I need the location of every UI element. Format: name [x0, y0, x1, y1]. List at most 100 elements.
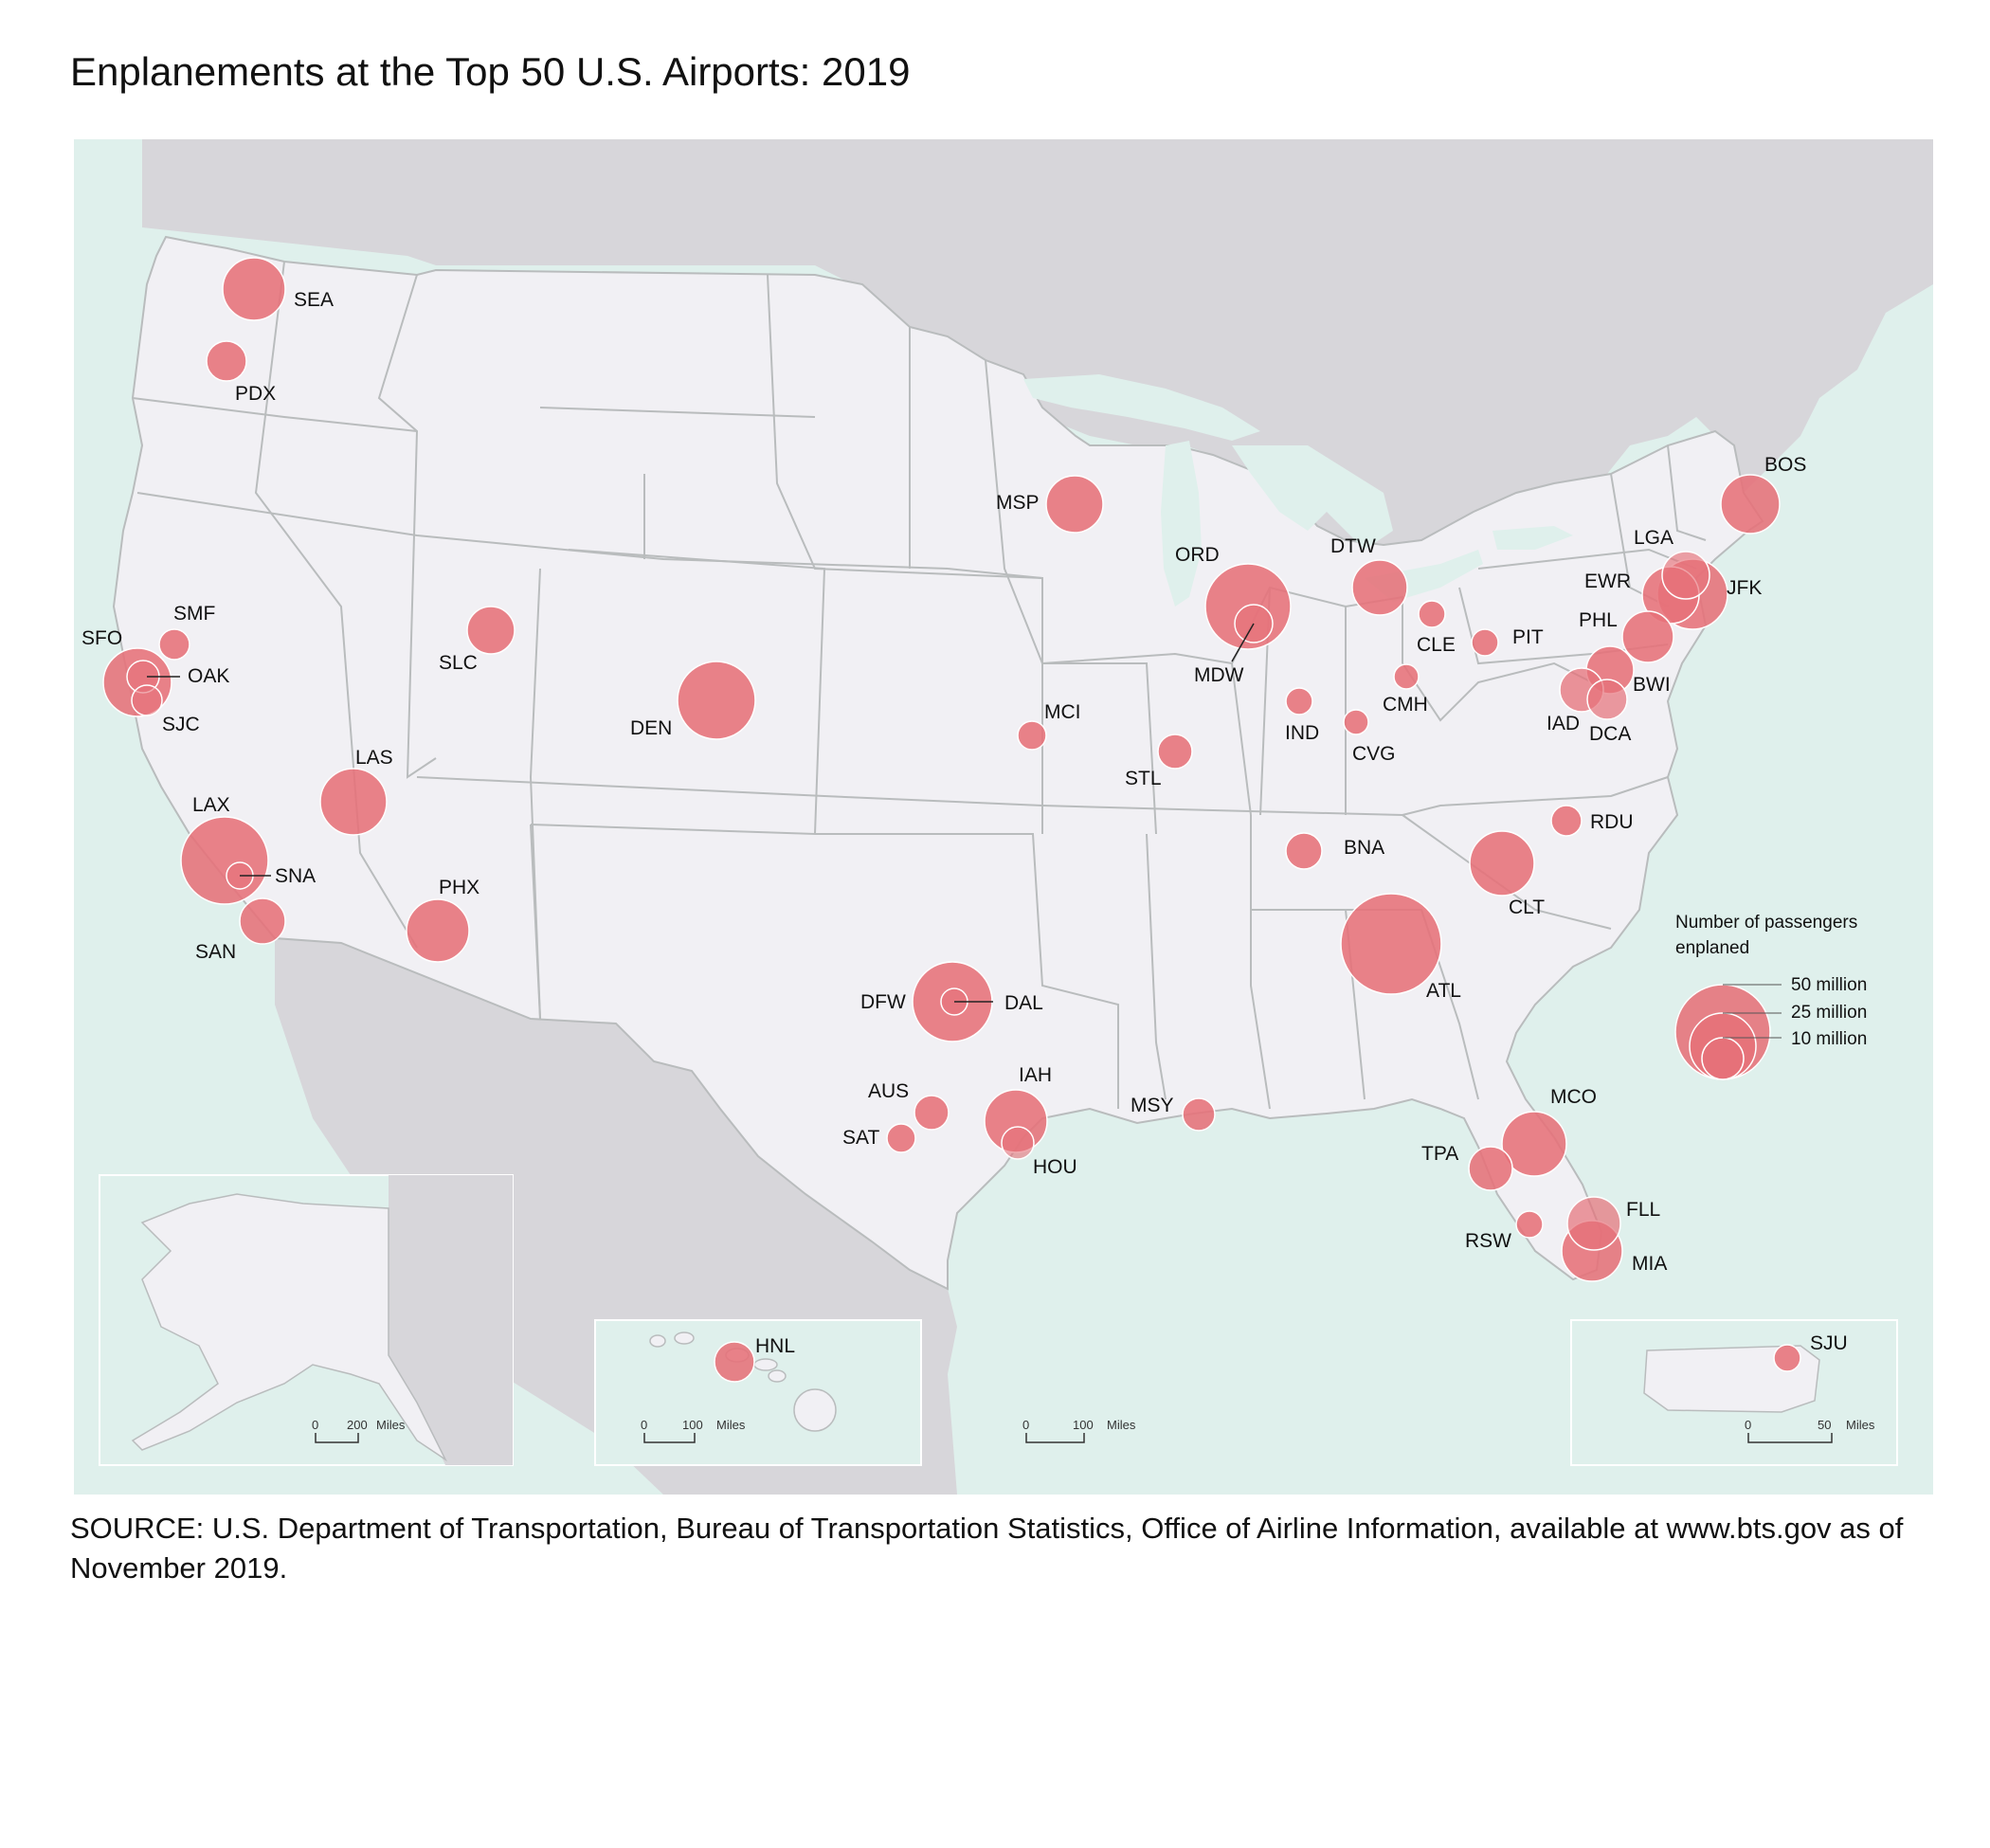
- airport-circle-cmh: [1393, 663, 1420, 690]
- airport-label-sjc: SJC: [162, 714, 200, 735]
- airport-label-dal: DAL: [1004, 992, 1043, 1014]
- airport-label-pit: PIT: [1512, 626, 1544, 648]
- canada-land-alaska: [389, 1175, 513, 1465]
- size-legend: Number of passengers enplaned 50 million…: [1674, 913, 1867, 1080]
- airport-label-sfo: SFO: [81, 627, 122, 649]
- scalebar-mainland-zero: 0: [1022, 1418, 1029, 1432]
- airport-label-san: SAN: [195, 941, 236, 963]
- scalebar-alaska-unit: Miles: [376, 1418, 406, 1432]
- scalebar-alaska-zero: 0: [312, 1418, 318, 1432]
- airport-label-rdu: RDU: [1590, 811, 1634, 833]
- airport-circle-cvg: [1343, 709, 1369, 735]
- airport-circle-sjc: [131, 684, 163, 716]
- airport-label-dca: DCA: [1589, 723, 1631, 745]
- airport-label-fll: FLL: [1626, 1199, 1660, 1221]
- scalebar-mainland-unit: Miles: [1107, 1418, 1136, 1432]
- airport-label-mci: MCI: [1044, 701, 1081, 723]
- scalebar-mainland-value: 100: [1073, 1418, 1094, 1432]
- map-title: Enplanements at the Top 50 U.S. Airports…: [70, 49, 911, 94]
- airport-label-cmh: CMH: [1383, 694, 1428, 716]
- airport-circle-lga: [1661, 551, 1710, 600]
- airport-label-jfk: JFK: [1727, 577, 1762, 599]
- airport-circle-mco: [1501, 1111, 1567, 1177]
- legend-label-50m: 50 million: [1791, 975, 1867, 995]
- airport-circle-sju: [1773, 1344, 1801, 1372]
- airport-label-mia: MIA: [1632, 1253, 1667, 1275]
- airport-label-sat: SAT: [842, 1127, 879, 1149]
- airport-circle-sat: [886, 1123, 916, 1153]
- airport-label-cvg: CVG: [1352, 743, 1396, 765]
- airport-label-bna: BNA: [1344, 837, 1384, 859]
- airport-circle-slc: [466, 606, 516, 655]
- lake-superior: [1023, 374, 1260, 441]
- airport-label-mco: MCO: [1550, 1086, 1597, 1108]
- airport-label-msp: MSP: [996, 492, 1040, 514]
- airport-circle-stl: [1157, 734, 1193, 770]
- airport-circle-tpa: [1468, 1146, 1513, 1191]
- airport-label-rsw: RSW: [1465, 1230, 1511, 1252]
- airport-label-slc: SLC: [439, 652, 478, 674]
- airport-label-msy: MSY: [1131, 1095, 1174, 1116]
- canada-land: [142, 139, 1933, 607]
- airport-circle-clt: [1469, 830, 1535, 897]
- airport-label-dfw: DFW: [860, 991, 906, 1013]
- leader-lines: [147, 623, 1255, 1003]
- legend-title-line2: enplaned: [1675, 938, 1749, 958]
- airport-label-ord: ORD: [1175, 544, 1220, 566]
- scalebar-hawaii-unit: Miles: [716, 1418, 746, 1432]
- airport-circle-ind: [1285, 687, 1313, 716]
- airport-circles: [102, 257, 1801, 1383]
- airport-circle-rsw: [1515, 1210, 1544, 1239]
- legend-label-25m: 25 million: [1791, 1003, 1867, 1023]
- airport-circle-atl: [1340, 893, 1442, 995]
- airport-label-cle: CLE: [1417, 634, 1456, 656]
- airport-circle-hnl: [714, 1341, 755, 1383]
- airport-circle-bna: [1285, 832, 1323, 870]
- airport-label-clt: CLT: [1509, 897, 1545, 918]
- airport-label-sna: SNA: [275, 865, 316, 887]
- airport-label-ind: IND: [1285, 722, 1319, 744]
- airport-circle-fll: [1566, 1196, 1621, 1251]
- source-note: SOURCE: U.S. Department of Transportatio…: [70, 1512, 1904, 1585]
- airport-circle-bos: [1720, 474, 1781, 534]
- scalebar-puerto-rico: [1747, 1433, 1833, 1443]
- airport-label-aus: AUS: [868, 1080, 909, 1102]
- airport-label-pdx: PDX: [235, 383, 276, 405]
- airport-circle-aus: [914, 1095, 950, 1131]
- scalebar-puerto-rico-zero: 0: [1745, 1418, 1751, 1432]
- lake-michigan: [1161, 441, 1202, 607]
- scalebar-puerto-rico-value: 50: [1818, 1418, 1831, 1432]
- legend-circle-10m: [1701, 1037, 1745, 1080]
- airport-label-stl: STL: [1125, 768, 1162, 789]
- scalebar-hawaii-value: 100: [682, 1418, 703, 1432]
- airport-label-iah: IAH: [1019, 1064, 1052, 1086]
- airport-circle-smf: [158, 628, 190, 661]
- airport-circle-rdu: [1550, 805, 1583, 837]
- scalebar-alaska: [315, 1433, 359, 1443]
- airport-label-phx: PHX: [439, 877, 479, 898]
- airport-labels: ATL LAX ORD DFW DEN JFK SFO LAS SEA CLT …: [81, 289, 1848, 1357]
- airport-circle-phx: [406, 898, 470, 963]
- airport-label-dtw: DTW: [1330, 535, 1376, 557]
- airport-label-lax: LAX: [192, 794, 230, 816]
- airport-circle-pdx: [206, 340, 247, 382]
- airport-circle-hou: [1001, 1126, 1035, 1160]
- airport-circle-sea: [222, 257, 286, 321]
- airport-label-sea: SEA: [294, 289, 334, 311]
- airport-label-oak: OAK: [188, 665, 229, 687]
- scalebar-puerto-rico-unit: Miles: [1846, 1418, 1875, 1432]
- airport-label-bwi: BWI: [1633, 674, 1671, 696]
- scalebar-hawaii: [643, 1433, 696, 1443]
- legend-title-line1: Number of passengers: [1675, 913, 1857, 933]
- airport-circle-cle: [1418, 600, 1446, 628]
- lake-huron: [1232, 445, 1393, 550]
- airport-circle-den: [677, 661, 756, 740]
- airport-circle-las: [319, 768, 388, 836]
- airport-label-atl: ATL: [1426, 980, 1461, 1002]
- airport-circle-dca: [1586, 679, 1628, 720]
- airport-circle-san: [239, 897, 286, 945]
- airport-label-hnl: HNL: [755, 1335, 795, 1357]
- airport-label-tpa: TPA: [1421, 1143, 1458, 1165]
- airport-circle-mci: [1017, 720, 1047, 751]
